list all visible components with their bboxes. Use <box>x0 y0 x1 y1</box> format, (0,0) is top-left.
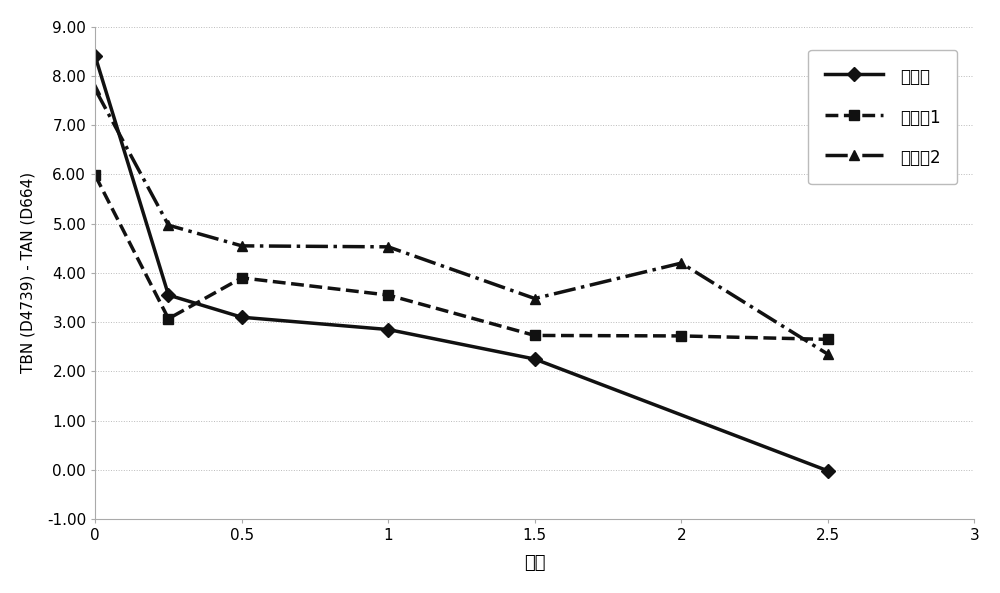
参比油 <box>822 467 834 474</box>
Y-axis label: TBN (D4739) - TAN (D664): TBN (D4739) - TAN (D664) <box>21 173 36 374</box>
实施兣1 <box>382 292 394 299</box>
实施兣1 <box>89 172 101 179</box>
实施兣2 <box>89 86 101 93</box>
参比油 <box>162 292 174 299</box>
Legend: 参比油, 实施兣1, 实施兣2: 参比油, 实施兣1, 实施兣2 <box>808 50 957 184</box>
实施兣1 <box>529 332 541 339</box>
实施兣2 <box>162 222 174 229</box>
实施兣2 <box>236 243 248 250</box>
参比油 <box>382 326 394 333</box>
参比油 <box>89 53 101 60</box>
实施兣1 <box>236 275 248 282</box>
实施兣2 <box>822 350 834 358</box>
实施兣2 <box>675 260 687 267</box>
Line: 实施兣1: 实施兣1 <box>90 171 833 345</box>
实施兣2 <box>382 243 394 250</box>
实施兣1 <box>162 315 174 322</box>
实施兣1 <box>822 336 834 343</box>
实施兣2 <box>529 295 541 302</box>
Line: 参比油: 参比油 <box>90 52 833 476</box>
X-axis label: 小时: 小时 <box>524 554 546 572</box>
参比油 <box>236 314 248 321</box>
Line: 实施兣2: 实施兣2 <box>90 84 833 359</box>
实施兣1 <box>675 332 687 339</box>
参比油 <box>529 356 541 363</box>
